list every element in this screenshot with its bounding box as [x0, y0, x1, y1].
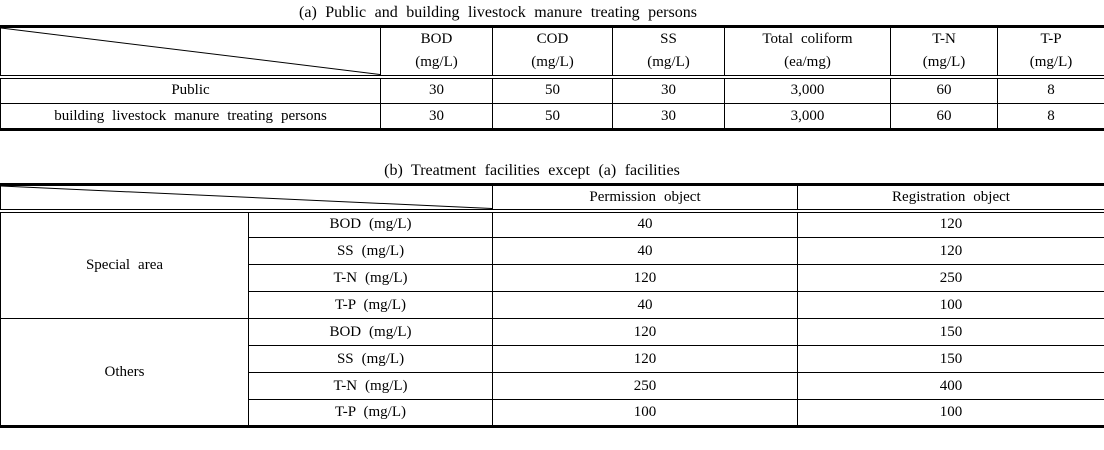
row-label: building livestock manure treating perso…	[0, 103, 381, 131]
column-header-unit: (mg/L)	[647, 54, 690, 71]
value-cell: 120	[492, 345, 798, 373]
value-cell: 30	[380, 103, 493, 131]
row-label: Public	[0, 76, 381, 104]
value-cell: 120	[492, 264, 798, 292]
param-label: T-N (mg/L)	[248, 264, 493, 292]
column-header-name: COD	[536, 31, 569, 48]
param-label: T-P (mg/L)	[248, 291, 493, 319]
table-b: Permission object Registration object Sp…	[0, 183, 1104, 428]
column-header-unit: (mg/L)	[531, 54, 574, 71]
diagonal-divider-line	[1, 28, 380, 75]
column-header-permission-object: Permission object	[492, 183, 798, 213]
table-row: SS (mg/L) 40 120	[1, 237, 1104, 265]
param-label: T-P (mg/L)	[248, 399, 493, 428]
value-cell: 50	[492, 103, 613, 131]
param-label: SS (mg/L)	[248, 237, 493, 265]
value-cell: 30	[380, 76, 493, 104]
column-header-unit: (mg/L)	[922, 54, 966, 71]
param-label: BOD (mg/L)	[248, 318, 493, 346]
group-label-others: Others	[0, 318, 249, 427]
table-a: BOD (mg/L) COD (mg/L) SS (mg/L) Total co…	[0, 25, 1104, 131]
column-header-name: BOD	[420, 31, 453, 48]
column-header-registration-object: Registration object	[797, 183, 1104, 213]
column-header-bod: BOD (mg/L)	[380, 25, 493, 79]
value-cell: 120	[797, 237, 1104, 265]
param-label: BOD (mg/L)	[248, 210, 493, 238]
column-header-cod: COD (mg/L)	[492, 25, 613, 79]
column-header-unit: (mg/L)	[1029, 54, 1073, 71]
value-cell: 40	[492, 237, 798, 265]
table-row-public: Public 30 50 30 3,000 60 8	[0, 76, 1104, 104]
table-b-diagonal-header-cell	[0, 183, 493, 213]
table-row: T-P (mg/L) 40 100	[1, 291, 1104, 319]
value-cell: 120	[797, 210, 1104, 238]
table-b-caption: (b) Treatment facilities except (a) faci…	[384, 162, 680, 179]
value-cell: 60	[890, 103, 998, 131]
column-header-tn: T-N (mg/L)	[890, 25, 998, 79]
table-a-caption: (a) Public and building livestock manure…	[299, 4, 697, 21]
column-header-ss: SS (mg/L)	[612, 25, 725, 79]
table-row: Special area BOD (mg/L) 40 120	[0, 210, 1104, 319]
param-label: T-N (mg/L)	[248, 372, 493, 400]
value-cell: 50	[492, 76, 613, 104]
group-label-special-area: Special area	[0, 210, 249, 319]
value-cell: 120	[492, 318, 798, 346]
column-header-name: Total coliform	[762, 31, 853, 48]
column-header-unit: (ea/mg)	[784, 54, 831, 71]
column-header-total-coliform: Total coliform (ea/mg)	[724, 25, 891, 79]
value-cell: 250	[797, 264, 1104, 292]
value-cell: 150	[797, 318, 1104, 346]
value-cell: 40	[492, 210, 798, 238]
value-cell: 100	[492, 399, 798, 428]
table-a-diagonal-header-cell	[0, 25, 381, 79]
value-cell: 8	[997, 103, 1104, 131]
column-header-tp: T-P (mg/L)	[997, 25, 1104, 79]
value-cell: 250	[492, 372, 798, 400]
value-cell: 30	[612, 76, 725, 104]
value-cell: 100	[797, 291, 1104, 319]
value-cell: 150	[797, 345, 1104, 373]
table-row: T-N (mg/L) 120 250	[1, 264, 1104, 292]
table-a-header-row: BOD (mg/L) COD (mg/L) SS (mg/L) Total co…	[0, 25, 1104, 79]
value-cell: 30	[612, 103, 725, 131]
param-label: SS (mg/L)	[248, 345, 493, 373]
value-cell: 60	[890, 76, 998, 104]
column-header-name: SS	[660, 31, 677, 48]
column-header-name: T-N	[932, 31, 956, 48]
table-row: T-P (mg/L) 100 100	[1, 399, 1104, 428]
value-cell: 100	[797, 399, 1104, 428]
value-cell: 3,000	[724, 103, 891, 131]
column-header-name: T-P	[1040, 31, 1062, 48]
table-row: SS (mg/L) 120 150	[1, 345, 1104, 373]
value-cell: 3,000	[724, 76, 891, 104]
column-header-unit: (mg/L)	[415, 54, 458, 71]
value-cell: 40	[492, 291, 798, 319]
table-b-header-row: Permission object Registration object	[0, 183, 1104, 213]
table-row: Others BOD (mg/L) 120 150	[0, 318, 1104, 427]
diagonal-divider-line	[1, 186, 492, 209]
value-cell: 400	[797, 372, 1104, 400]
value-cell: 8	[997, 76, 1104, 104]
table-row: T-N (mg/L) 250 400	[1, 372, 1104, 400]
table-row-building-livestock: building livestock manure treating perso…	[0, 103, 1104, 131]
